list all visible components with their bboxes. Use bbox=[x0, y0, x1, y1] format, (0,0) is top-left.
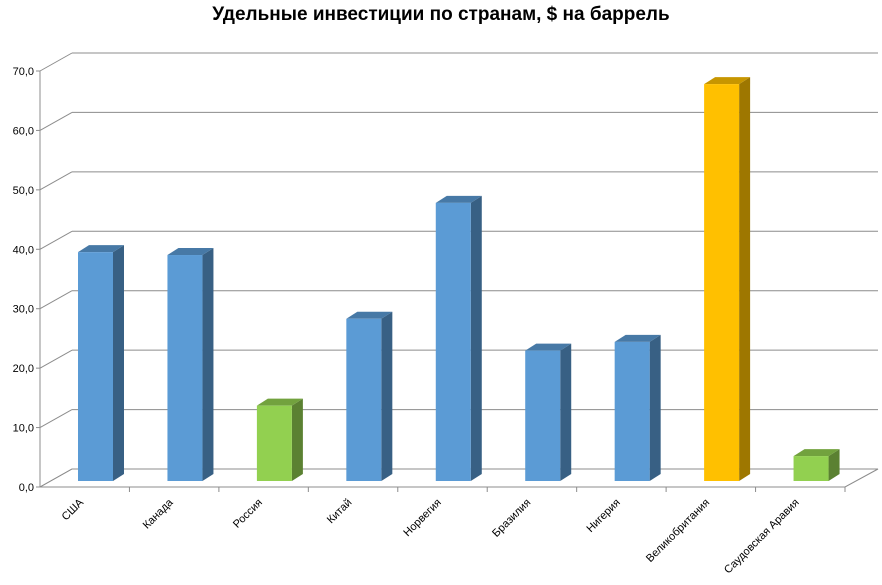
bar-side bbox=[113, 245, 124, 481]
bar-side bbox=[381, 311, 393, 481]
bar-top bbox=[78, 245, 124, 253]
bar bbox=[704, 77, 751, 481]
bar bbox=[256, 398, 303, 481]
bar-top bbox=[614, 334, 661, 342]
bar-front bbox=[435, 202, 471, 482]
y-tick-label: 20,0 bbox=[13, 363, 34, 375]
bar bbox=[435, 195, 482, 482]
bar bbox=[167, 248, 214, 481]
gridline-diagonal bbox=[39, 171, 73, 191]
gridline-diagonal bbox=[39, 409, 73, 429]
gridline-diagonal bbox=[39, 290, 73, 310]
gridline-diagonal bbox=[39, 52, 73, 72]
bar-top bbox=[435, 195, 482, 203]
x-tick-label: Канада bbox=[141, 496, 176, 531]
y-tick-label: 40,0 bbox=[13, 244, 34, 256]
bar-front bbox=[704, 84, 740, 481]
bar bbox=[525, 343, 572, 481]
x-axis-ticks: США Канада Россия Китай Норвегия Бразилия Ниге… bbox=[60, 496, 802, 576]
y-tick-label: 60,0 bbox=[13, 125, 34, 137]
bar-side bbox=[739, 77, 751, 481]
x-tick-label: Нигерия bbox=[584, 497, 622, 535]
x-tick-label: Норвегия bbox=[401, 497, 444, 540]
x-tick-label: Великобритания bbox=[644, 497, 712, 565]
bars-layer bbox=[78, 77, 840, 482]
chart-title: Удельные инвестиции по странам, $ на бар… bbox=[212, 4, 670, 25]
bar-front bbox=[525, 350, 561, 481]
bar bbox=[614, 334, 661, 481]
x-tick-label: Бразилия bbox=[490, 497, 533, 540]
bar-side bbox=[202, 248, 214, 481]
bar-front bbox=[793, 456, 829, 481]
bar-top bbox=[167, 248, 214, 256]
bar-top bbox=[525, 343, 572, 351]
bar-top bbox=[793, 449, 840, 457]
bar bbox=[793, 449, 840, 481]
x-tick-label: Китай bbox=[325, 497, 355, 527]
bar bbox=[346, 311, 393, 481]
bar-front bbox=[167, 255, 203, 481]
bar-top bbox=[704, 77, 751, 85]
bar bbox=[78, 245, 124, 481]
bar-front bbox=[78, 252, 113, 481]
bar-front bbox=[256, 405, 292, 481]
y-tick-label: 0,0 bbox=[19, 482, 34, 494]
x-tick-label: Саудовская Аравия bbox=[722, 497, 802, 577]
bar-side bbox=[828, 449, 840, 481]
y-tick-label: 10,0 bbox=[13, 423, 34, 435]
bar-top bbox=[256, 398, 303, 406]
bar-front bbox=[346, 318, 382, 481]
bar-side bbox=[470, 195, 482, 482]
y-tick-label: 70,0 bbox=[13, 66, 34, 78]
x-tick-label: США bbox=[60, 496, 87, 523]
bar-side bbox=[291, 398, 303, 481]
y-tick-label: 30,0 bbox=[13, 304, 34, 316]
gridline-diagonal bbox=[39, 230, 73, 250]
gridline-diagonal bbox=[39, 111, 73, 131]
bar-side bbox=[649, 334, 661, 481]
bar-top bbox=[346, 311, 393, 319]
y-axis-ticks: 0,0 10,0 20,0 30,0 40,0 50,0 60,0 70,0 bbox=[13, 66, 34, 494]
gridline-diagonal bbox=[39, 349, 73, 369]
y-tick-label: 50,0 bbox=[13, 185, 34, 197]
x-tick-label: Россия bbox=[231, 497, 265, 531]
bar-side bbox=[560, 343, 572, 481]
bar-front bbox=[614, 341, 650, 481]
